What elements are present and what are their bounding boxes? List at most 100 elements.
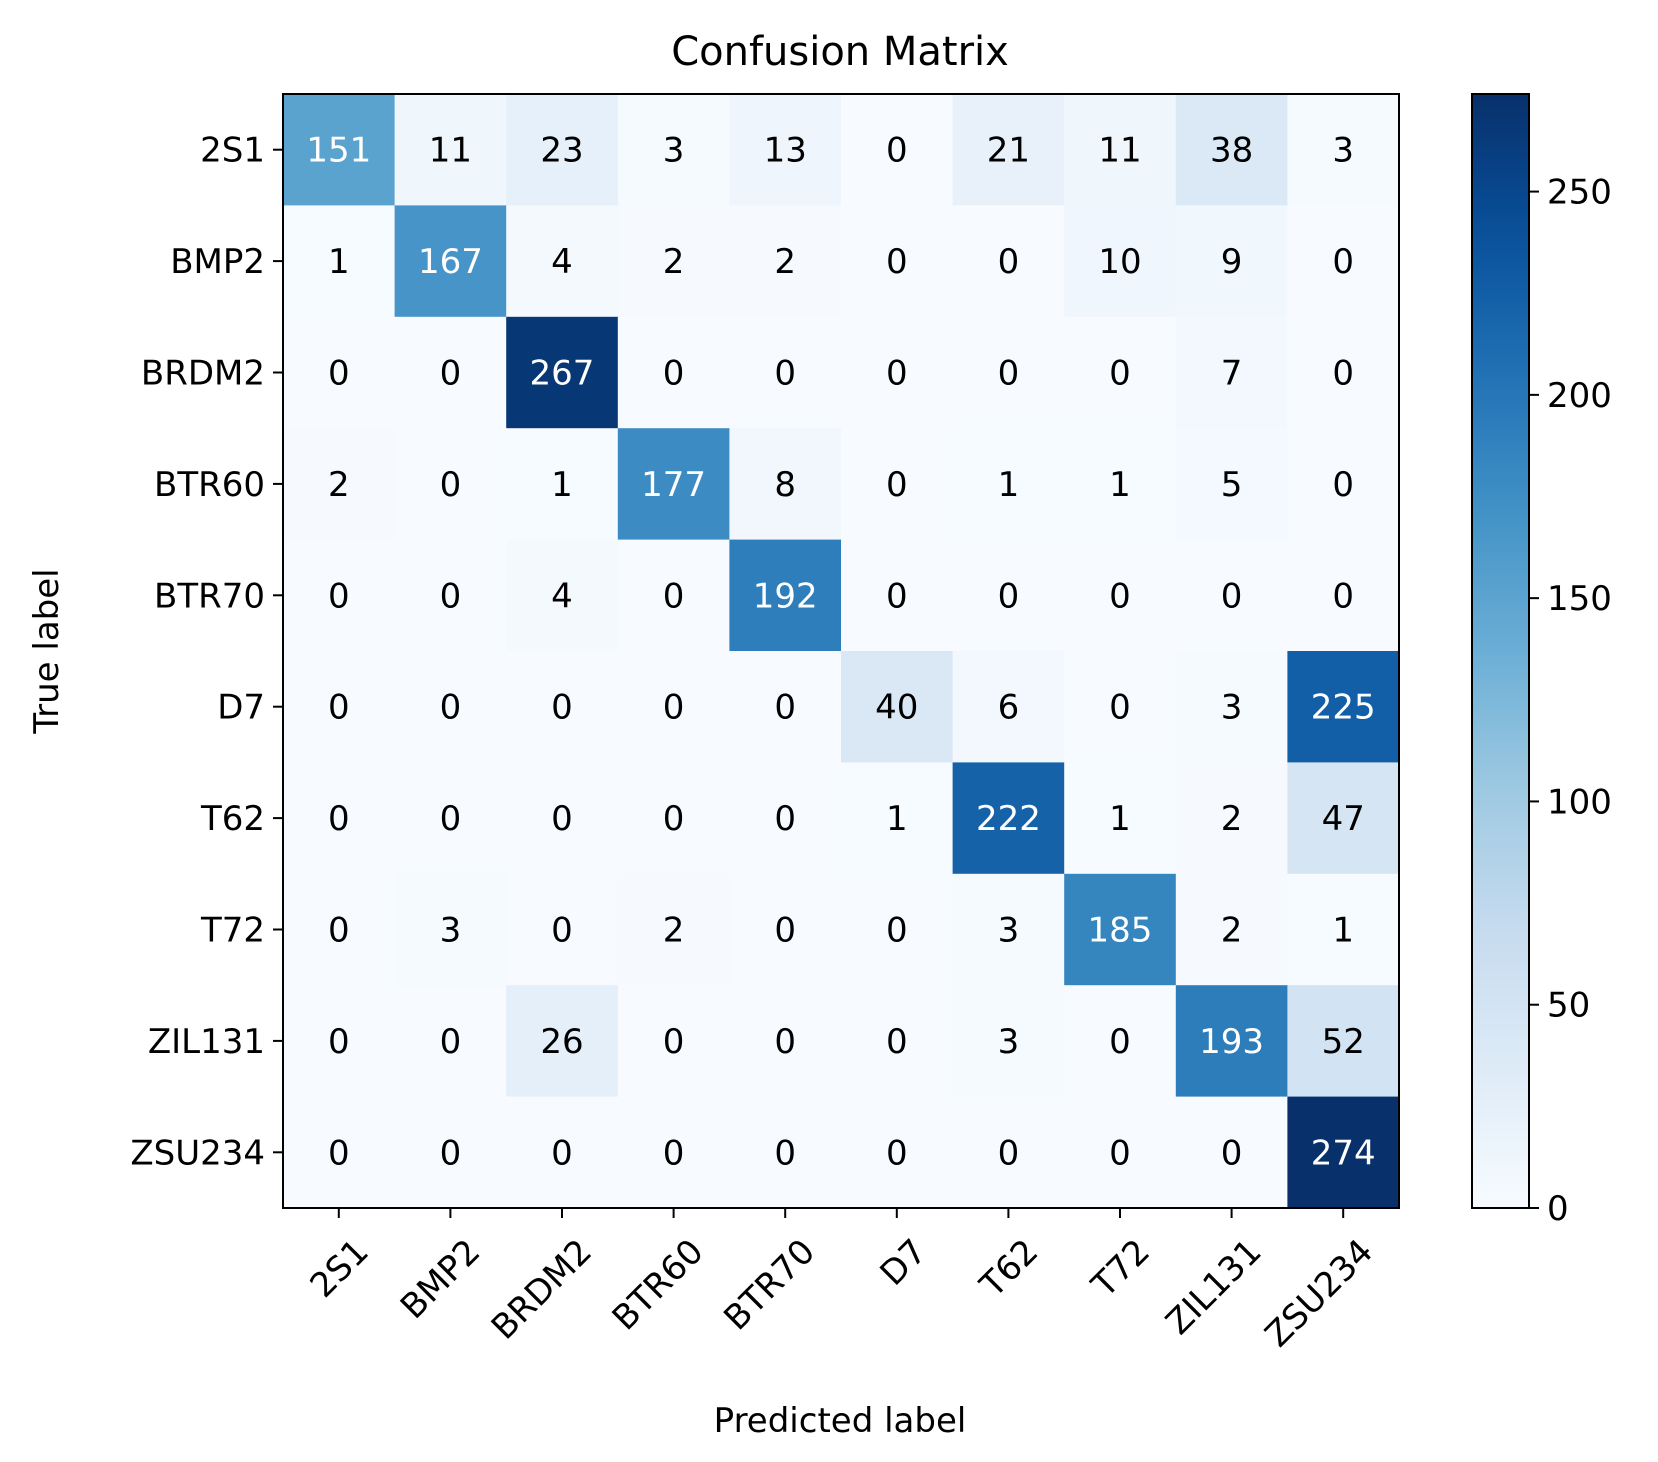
cell-value-label: 2 xyxy=(328,465,350,505)
y-axis-label: True label xyxy=(27,568,67,734)
cell-value-label: 47 xyxy=(1322,799,1365,839)
heatmap-cell xyxy=(729,651,842,763)
heatmap-cell xyxy=(506,428,619,541)
x-tick-label: ZIL131 xyxy=(1158,1232,1269,1343)
heatmap-cell xyxy=(1287,985,1400,1098)
colorbar: 0 50 100 150 200 250 xyxy=(1471,93,1612,1229)
y-tick-label: T62 xyxy=(200,799,265,839)
heatmap-cell xyxy=(729,873,842,986)
cell-value-label: 0 xyxy=(663,799,685,839)
cell-value-label: 0 xyxy=(1221,1133,1243,1173)
cell-value-label: 0 xyxy=(440,354,462,394)
cell-value-label: 0 xyxy=(663,354,685,394)
x-axis-label: Predicted label xyxy=(714,1401,967,1441)
heatmap-cell xyxy=(617,1096,730,1209)
colorbar-gradient xyxy=(1471,93,1530,1209)
cell-value-label: 0 xyxy=(328,688,350,728)
heatmap-cell xyxy=(729,539,842,652)
cell-value-label: 40 xyxy=(875,688,918,728)
heatmap-cell xyxy=(1175,316,1288,429)
heatmap-cell xyxy=(506,762,619,875)
heatmap-cell xyxy=(729,762,842,875)
cell-value-label: 0 xyxy=(774,1022,796,1062)
colorbar-tick-label: 250 xyxy=(1547,173,1612,213)
cell-value-label: 1 xyxy=(998,465,1020,505)
heatmap-cell xyxy=(1175,205,1288,318)
heatmap-cell xyxy=(1064,316,1177,429)
x-tick-label: D7 xyxy=(873,1232,935,1294)
cell-value-label: 0 xyxy=(1221,576,1243,616)
heatmap-cell xyxy=(506,651,619,763)
heatmap-cell xyxy=(1287,316,1400,429)
heatmap-cell xyxy=(283,985,396,1098)
y-tick-label: BTR70 xyxy=(154,576,265,616)
cell-value-label: 3 xyxy=(1332,131,1354,171)
cell-value-label: 0 xyxy=(440,799,462,839)
cell-value-label: 8 xyxy=(774,465,796,505)
heatmap-cell xyxy=(952,205,1065,318)
heatmap-cell xyxy=(1175,94,1288,206)
heatmap-cell xyxy=(394,651,507,763)
x-tick-label: ZSU234 xyxy=(1258,1232,1382,1356)
y-tick-label: ZSU234 xyxy=(130,1133,265,1173)
cell-value-label: 274 xyxy=(1311,1133,1376,1173)
cell-value-label: 151 xyxy=(306,131,371,171)
heatmap-cell-labels: 151 11 23 3 13 0 21 11 38 31 167 4 2 2 0 0 10 9 00 0 267 0 0 0 0… xyxy=(306,131,1375,1174)
cell-value-label: 0 xyxy=(663,1133,685,1173)
cell-value-label: 23 xyxy=(540,131,583,171)
cell-value-label: 0 xyxy=(998,242,1020,282)
heatmap-cell xyxy=(283,539,396,652)
heatmap-cell xyxy=(617,205,730,318)
cell-value-label: 0 xyxy=(663,576,685,616)
heatmap-cell xyxy=(952,762,1065,875)
cell-value-label: 0 xyxy=(328,576,350,616)
colorbar-tick-label: 150 xyxy=(1547,579,1612,619)
heatmap-cell xyxy=(283,94,396,206)
heatmap-cell xyxy=(1287,873,1400,986)
colorbar-tick-label: 100 xyxy=(1547,782,1612,822)
cell-value-label: 11 xyxy=(1098,131,1141,171)
heatmap-cell xyxy=(841,428,954,541)
heatmap-cell xyxy=(1287,428,1400,541)
heatmap-cell xyxy=(617,873,730,986)
heatmap-cell xyxy=(1064,651,1177,763)
heatmap-cell xyxy=(1287,762,1400,875)
heatmap-cell xyxy=(1064,94,1177,206)
cell-value-label: 0 xyxy=(1109,688,1131,728)
heatmap-cell xyxy=(394,762,507,875)
cell-value-label: 0 xyxy=(886,242,908,282)
cell-value-label: 2 xyxy=(663,242,685,282)
heatmap-cell xyxy=(1175,985,1288,1098)
cell-value-label: 26 xyxy=(540,1022,583,1062)
heatmap-cell xyxy=(841,985,954,1098)
heatmap-cell xyxy=(952,651,1065,763)
x-tick-label: BTR70 xyxy=(716,1232,823,1339)
heatmap-cell xyxy=(394,316,507,429)
heatmap-cell xyxy=(1175,762,1288,875)
heatmap-cell xyxy=(729,985,842,1098)
cell-value-label: 0 xyxy=(328,799,350,839)
cell-value-label: 167 xyxy=(418,242,483,282)
heatmap-cell xyxy=(394,539,507,652)
heatmap-cell xyxy=(1175,651,1288,763)
heatmap-cell xyxy=(506,1096,619,1209)
cell-value-label: 192 xyxy=(753,576,818,616)
cell-value-label: 0 xyxy=(774,799,796,839)
heatmap-cell xyxy=(283,762,396,875)
cell-value-label: 0 xyxy=(551,799,573,839)
cell-value-label: 0 xyxy=(886,465,908,505)
heatmap-cell xyxy=(283,1096,396,1209)
x-tick-label: T62 xyxy=(972,1232,1046,1306)
cell-value-label: 2 xyxy=(774,242,796,282)
heatmap-cell xyxy=(617,762,730,875)
cell-value-label: 11 xyxy=(429,131,472,171)
cell-value-label: 9 xyxy=(1221,242,1243,282)
heatmap-cell xyxy=(1287,651,1400,763)
y-axis-ticks: 2S1 BMP2 BRDM2 BTR60 BTR70 D7 T62 T72 ZIL131 ZSU2… xyxy=(130,131,283,1173)
cell-value-label: 222 xyxy=(976,799,1041,839)
y-tick-label: D7 xyxy=(217,688,265,728)
heatmap-cell xyxy=(729,316,842,429)
cell-value-label: 0 xyxy=(551,688,573,728)
cell-value-label: 267 xyxy=(530,354,595,394)
